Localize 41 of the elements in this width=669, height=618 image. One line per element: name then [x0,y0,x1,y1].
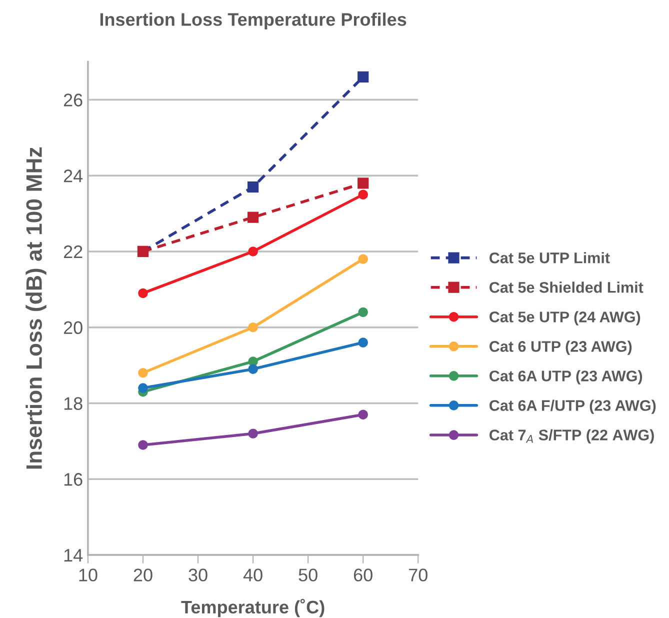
point [138,440,148,450]
legend-label: Cat 5e Shielded Limit [490,282,644,293]
point [247,212,259,223]
x-tick-label: 10 [79,568,98,582]
x-tick-label: 40 [243,568,262,582]
point [248,364,258,374]
legend-label: Cat 5e UTP (24 AWG) [490,311,640,326]
point [138,288,148,298]
legend-label: Cat 5e UTP Limit [490,252,610,264]
y-tick-label: 16 [64,473,82,486]
x-tick-label: 50 [298,568,318,582]
y-tick-label: 20 [64,321,82,334]
y-tick-label: 14 [64,549,83,562]
legend-label: Cat 6 UTP (23 AWG) [490,340,632,355]
y-tick-label: 18 [64,397,82,410]
point [248,322,258,332]
point [248,428,258,438]
y-tick-label: 26 [64,94,82,106]
legend-label: Cat 6A UTP (23 AWG) [490,370,642,384]
y-tick-label: 24 [64,170,83,182]
point [358,178,369,189]
legend-label: Cat 7$_{A}$ S/FTP (22 AWG) [490,429,654,444]
point [138,383,148,393]
point [248,246,258,256]
x-axis-title: Temperature (˚C) [181,598,324,618]
point [358,190,368,200]
point [358,254,368,264]
point [358,338,368,348]
y-axis-title: Insertion Loss (dB) at 100 MHz [26,147,46,469]
x-tick-label: 70 [409,568,428,582]
point [358,307,368,318]
point [247,181,259,193]
point [138,368,148,378]
x-tick-label: 30 [188,568,208,582]
x-tick-label: 60 [354,568,372,582]
y-tick-label: 22 [64,245,82,258]
point [358,71,369,83]
chart-title: Insertion Loss Temperature Profiles [100,12,406,30]
legend-label: Cat 6A F/UTP (23 AWG) [490,400,656,414]
point [358,410,368,420]
x-tick-label: 20 [134,568,152,582]
